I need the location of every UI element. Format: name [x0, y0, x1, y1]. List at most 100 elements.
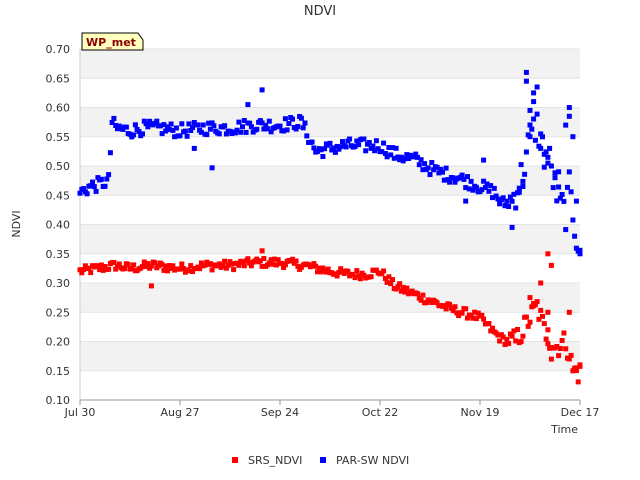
- data-point: [443, 306, 449, 312]
- data-point: [113, 123, 119, 128]
- data-point: [520, 178, 526, 184]
- data-point: [236, 119, 242, 125]
- data-point: [313, 263, 319, 269]
- data-point: [298, 115, 304, 121]
- plot-band: [80, 341, 580, 371]
- data-point: [573, 368, 579, 374]
- data-point: [95, 263, 101, 269]
- data-point: [81, 186, 87, 192]
- data-point: [220, 263, 226, 269]
- data-point: [179, 121, 185, 127]
- data-point: [481, 157, 487, 163]
- data-point: [354, 268, 360, 274]
- data-point: [84, 191, 90, 197]
- data-point: [384, 154, 390, 160]
- data-point: [143, 264, 149, 269]
- data-point: [415, 291, 420, 297]
- data-point: [275, 257, 281, 263]
- data-point: [322, 146, 328, 152]
- data-point: [536, 316, 542, 322]
- data-point: [500, 334, 506, 340]
- data-point: [166, 263, 172, 268]
- data-point: [315, 148, 320, 154]
- data-point: [502, 342, 508, 347]
- data-point: [515, 327, 520, 332]
- data-point: [243, 129, 249, 135]
- data-point: [116, 261, 122, 267]
- data-point: [548, 163, 554, 169]
- x-tick-label: Jul 30: [64, 406, 96, 419]
- data-point: [447, 302, 453, 308]
- series-0: [77, 248, 583, 385]
- y-axis-label: NDVI: [10, 210, 23, 237]
- data-point: [440, 169, 445, 175]
- data-point: [91, 184, 97, 190]
- data-point: [320, 265, 326, 271]
- data-point: [506, 204, 512, 209]
- data-point: [223, 265, 229, 271]
- data-point: [159, 131, 165, 137]
- data-point: [420, 167, 426, 173]
- plot-band: [80, 49, 580, 79]
- data-point: [170, 263, 176, 269]
- data-point: [198, 260, 204, 266]
- data-point: [266, 260, 272, 266]
- y-tick-label: 0.40: [46, 219, 71, 232]
- data-point: [381, 140, 387, 146]
- data-point: [245, 256, 251, 262]
- data-point: [393, 145, 399, 151]
- data-point: [452, 179, 458, 185]
- data-point: [554, 344, 560, 349]
- data-point: [506, 341, 512, 346]
- data-point: [436, 170, 442, 176]
- data-point: [390, 145, 395, 151]
- data-point: [261, 126, 267, 132]
- x-tick-label: Aug 27: [161, 406, 200, 419]
- data-point: [227, 259, 233, 265]
- data-point: [320, 154, 326, 159]
- x-tick-label: Dec 17: [561, 406, 600, 419]
- data-point: [523, 149, 529, 155]
- data-point: [388, 152, 394, 158]
- data-point: [545, 160, 551, 166]
- data-point: [231, 267, 237, 273]
- site-badge-label: WP_met: [86, 36, 136, 49]
- data-point: [497, 201, 503, 207]
- data-point: [145, 124, 151, 130]
- data-point: [504, 198, 510, 204]
- data-point: [363, 148, 369, 154]
- data-point: [247, 260, 253, 266]
- data-point: [223, 131, 229, 137]
- data-point: [459, 172, 465, 178]
- data-point: [484, 181, 490, 187]
- data-point: [473, 316, 479, 322]
- data-point: [188, 128, 194, 133]
- data-point: [352, 275, 358, 281]
- data-point: [259, 87, 265, 93]
- data-point: [184, 133, 190, 139]
- data-point: [463, 306, 469, 312]
- data-point: [509, 198, 515, 204]
- data-point: [570, 217, 576, 223]
- data-point: [556, 184, 562, 190]
- data-point: [111, 260, 117, 265]
- data-point: [156, 263, 162, 269]
- data-point: [395, 284, 401, 290]
- data-point: [266, 118, 272, 124]
- data-point: [268, 129, 274, 135]
- data-point: [209, 120, 215, 126]
- data-point: [563, 227, 569, 233]
- data-point: [531, 90, 537, 96]
- data-point: [454, 310, 460, 316]
- data-point: [511, 191, 517, 197]
- data-point: [466, 186, 472, 192]
- data-point: [525, 323, 531, 329]
- data-point: [202, 262, 208, 268]
- data-point: [143, 121, 149, 127]
- data-point: [77, 190, 83, 196]
- data-point: [343, 144, 349, 150]
- data-point: [566, 169, 572, 175]
- data-point: [545, 154, 551, 160]
- series-1: [77, 69, 583, 257]
- data-point: [336, 269, 342, 275]
